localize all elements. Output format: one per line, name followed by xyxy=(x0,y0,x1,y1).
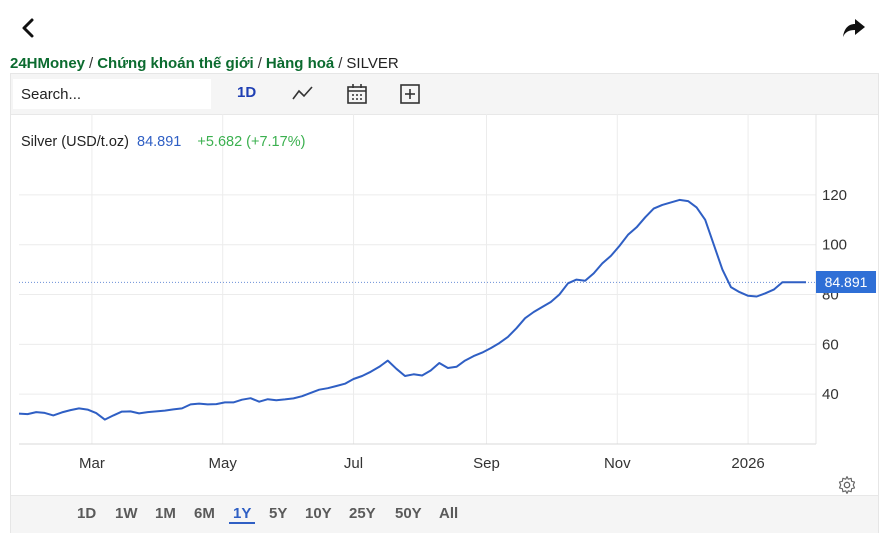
x-tick-label: May xyxy=(209,455,238,472)
range-button-1m[interactable]: 1M xyxy=(155,505,176,522)
range-button-10y[interactable]: 10Y xyxy=(305,505,332,522)
breadcrumb-current: SILVER xyxy=(346,55,399,72)
y-tick-label: 40 xyxy=(822,386,839,403)
calendar-icon[interactable] xyxy=(345,82,369,106)
y-tick-label: 100 xyxy=(822,237,847,254)
gear-icon[interactable] xyxy=(837,475,857,495)
last-price-label: 84.891 xyxy=(816,271,876,294)
breadcrumb-separator: / xyxy=(89,55,94,72)
x-tick-label: 2026 xyxy=(731,455,764,472)
breadcrumb: 24HMoney / Chứng khoán thế giới / Hàng hoá / S… xyxy=(10,55,399,72)
breadcrumb-link-24hmoney[interactable]: 24HMoney xyxy=(10,55,86,72)
chart-type-icon[interactable] xyxy=(291,82,315,106)
x-tick-label: Sep xyxy=(473,455,500,472)
x-tick-label: Jul xyxy=(344,455,363,472)
breadcrumb-separator: / xyxy=(257,55,262,72)
chart-area[interactable]: 40 60 80 100 120 Mar May Jul Sep Nov 2026 Silver (… xyxy=(11,114,878,494)
legend-last-value: 84.891 xyxy=(137,134,182,150)
x-tick-label: Nov xyxy=(604,455,631,472)
back-arrow-icon[interactable] xyxy=(14,14,42,42)
range-button-all[interactable]: All xyxy=(439,505,459,522)
top-bar xyxy=(0,0,888,56)
symbol-search-input[interactable] xyxy=(13,79,211,109)
chart-legend: Silver (USD/t.oz) 84.891 +5.682 (+7.17%) xyxy=(21,134,305,150)
y-tick-label: 60 xyxy=(822,336,839,353)
share-icon[interactable] xyxy=(840,14,868,42)
interval-button[interactable]: 1D xyxy=(237,84,257,101)
range-selector: 1D 1W 1M 6M 1Y 5Y 10Y 25Y 50Y All xyxy=(11,495,878,533)
range-button-1y[interactable]: 1Y xyxy=(229,505,256,524)
range-button-6m[interactable]: 6M xyxy=(194,505,215,522)
breadcrumb-separator: / xyxy=(338,55,343,72)
range-button-25y[interactable]: 25Y xyxy=(349,505,376,522)
add-indicator-icon[interactable] xyxy=(398,82,422,106)
y-tick-label: 120 xyxy=(822,187,847,204)
x-tick-label: Mar xyxy=(79,455,105,472)
range-button-5y[interactable]: 5Y xyxy=(269,505,288,522)
breadcrumb-link-commodities[interactable]: Hàng hoá xyxy=(265,55,335,72)
range-button-1w[interactable]: 1W xyxy=(115,505,138,522)
legend-change: +5.682 (+7.17%) xyxy=(197,134,306,150)
range-button-50y[interactable]: 50Y xyxy=(395,505,422,522)
price-series-line xyxy=(18,198,806,421)
range-button-1d[interactable]: 1D xyxy=(77,505,97,522)
breadcrumb-link-world-stocks[interactable]: Chứng khoán thế giới xyxy=(97,55,254,72)
chart-toolbar: 1D xyxy=(11,74,878,115)
legend-series-name: Silver (USD/t.oz) xyxy=(21,134,129,150)
